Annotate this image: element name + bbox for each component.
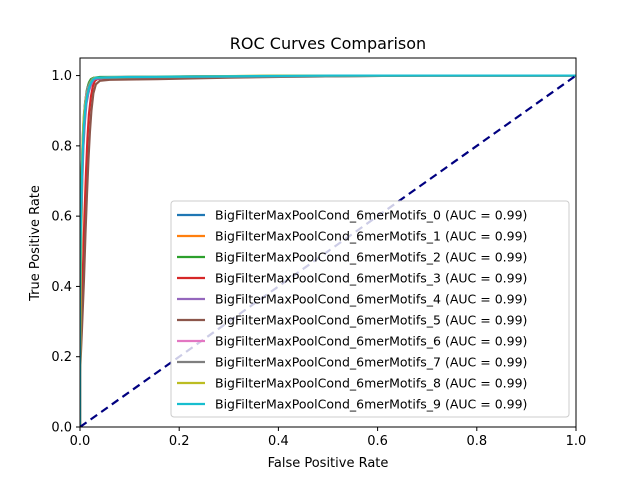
roc-curve-9 bbox=[80, 74, 576, 427]
legend-label: BigFilterMaxPoolCond_6merMotifs_9 (AUC =… bbox=[215, 397, 527, 412]
x-tick-label: 0.0 bbox=[70, 434, 91, 449]
legend-label: BigFilterMaxPoolCond_6merMotifs_0 (AUC =… bbox=[215, 208, 527, 223]
x-tick-label: 0.2 bbox=[169, 434, 190, 449]
legend-entry: BigFilterMaxPoolCond_6merMotifs_5 (AUC =… bbox=[177, 313, 527, 328]
x-tick-label: 1.0 bbox=[566, 434, 587, 449]
y-tick-label: 1.0 bbox=[51, 69, 72, 84]
legend-box bbox=[170, 200, 570, 418]
y-axis-label: True Positive Rate bbox=[28, 185, 43, 302]
legend-label: BigFilterMaxPoolCond_6merMotifs_1 (AUC =… bbox=[215, 229, 527, 244]
legend-entry: BigFilterMaxPoolCond_6merMotifs_0 (AUC =… bbox=[177, 208, 527, 223]
y-tick-label: 0.4 bbox=[51, 280, 72, 295]
legend-entry: BigFilterMaxPoolCond_6merMotifs_4 (AUC =… bbox=[177, 292, 527, 307]
legend-label: BigFilterMaxPoolCond_6merMotifs_2 (AUC =… bbox=[215, 250, 527, 265]
y-tick-label: 0.0 bbox=[51, 421, 72, 436]
x-axis-ticks: 0.0 0.2 0.4 0.6 0.8 1.0 bbox=[70, 427, 587, 449]
legend-entry: BigFilterMaxPoolCond_6merMotifs_3 (AUC =… bbox=[177, 271, 527, 286]
legend-label: BigFilterMaxPoolCond_6merMotifs_8 (AUC =… bbox=[215, 376, 527, 391]
legend-label: BigFilterMaxPoolCond_6merMotifs_7 (AUC =… bbox=[215, 355, 527, 370]
y-axis-ticks: 0.0 0.2 0.4 0.6 0.8 1.0 bbox=[51, 69, 80, 436]
legend-label: BigFilterMaxPoolCond_6merMotifs_5 (AUC =… bbox=[215, 313, 527, 328]
legend-entry: BigFilterMaxPoolCond_6merMotifs_2 (AUC =… bbox=[177, 250, 527, 265]
x-tick-label: 0.6 bbox=[367, 434, 388, 449]
x-tick-label: 0.8 bbox=[466, 434, 487, 449]
legend-label: BigFilterMaxPoolCond_6merMotifs_6 (AUC =… bbox=[215, 334, 527, 349]
y-tick-label: 0.2 bbox=[51, 350, 72, 365]
legend: BigFilterMaxPoolCond_6merMotifs_0 (AUC =… bbox=[170, 200, 570, 418]
legend-entry: BigFilterMaxPoolCond_6merMotifs_9 (AUC =… bbox=[177, 397, 527, 412]
legend-entry: BigFilterMaxPoolCond_6merMotifs_7 (AUC =… bbox=[177, 355, 527, 370]
chart-title: ROC Curves Comparison bbox=[230, 34, 426, 53]
legend-entry: BigFilterMaxPoolCond_6merMotifs_8 (AUC =… bbox=[177, 376, 527, 391]
legend-label: BigFilterMaxPoolCond_6merMotifs_3 (AUC =… bbox=[215, 271, 527, 286]
legend-entry: BigFilterMaxPoolCond_6merMotifs_6 (AUC =… bbox=[177, 334, 527, 349]
plot-frame bbox=[79, 57, 577, 428]
y-tick-label: 0.8 bbox=[51, 139, 72, 154]
legend-label: BigFilterMaxPoolCond_6merMotifs_4 (AUC =… bbox=[215, 292, 527, 307]
x-axis-label: False Positive Rate bbox=[268, 456, 389, 471]
y-tick-label: 0.6 bbox=[51, 210, 72, 225]
x-tick-label: 0.4 bbox=[268, 434, 289, 449]
legend-entry: BigFilterMaxPoolCond_6merMotifs_1 (AUC =… bbox=[177, 229, 527, 244]
